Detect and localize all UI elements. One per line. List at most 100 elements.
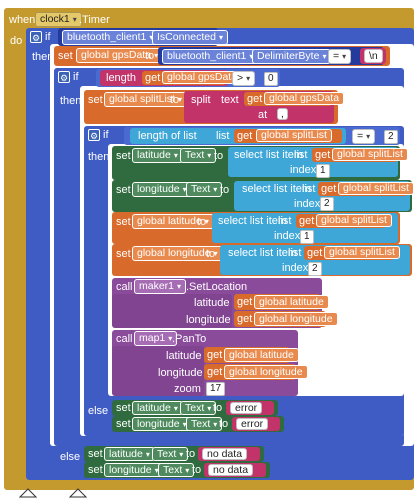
latitude-comp-label: latitude (137, 149, 171, 161)
eq-label: = (357, 130, 364, 142)
chevron-down-icon: ▾ (173, 404, 178, 413)
to-label-13: to (219, 418, 229, 430)
longitude-param-label-2: longitude (158, 367, 203, 379)
collapse-triangle-icon[interactable] (68, 488, 88, 498)
chevron-down-icon: ▾ (154, 466, 159, 475)
error-string-2[interactable]: error (236, 418, 269, 430)
equals-operator-dropdown[interactable]: = ▾ (328, 49, 352, 64)
gt-operator-dropdown[interactable]: > ▾ (232, 71, 256, 86)
gpsdata-get-dropdown[interactable]: global gpsData (162, 71, 243, 84)
gpsdata-var-dropdown[interactable]: global gpsData ▾ (76, 48, 164, 63)
list-label-4: list (278, 215, 292, 227)
longitude-comp-dropdown-3[interactable]: longitude ▾ (104, 463, 164, 477)
event-name: .Timer (79, 14, 110, 26)
gear-icon[interactable]: ⚙ (88, 129, 100, 141)
global-latitude-get-dropdown[interactable]: global latitude (254, 295, 329, 309)
collapse-triangle-icon[interactable] (18, 488, 38, 498)
set-label-7: set (116, 248, 131, 260)
list-label: list (216, 130, 230, 142)
splitlist-get-dropdown-3[interactable]: global splitList (338, 182, 414, 195)
if1-label: if (45, 31, 51, 43)
latitude-comp-dropdown-2[interactable]: latitude ▾ (132, 401, 183, 415)
equals-label: = (333, 50, 340, 62)
error-string[interactable]: error (230, 402, 263, 414)
set-label-12: set (116, 402, 131, 414)
latitude-comp-dropdown-3[interactable]: latitude ▾ (104, 447, 155, 461)
index-one-number[interactable]: 1 (316, 164, 330, 178)
splitlist-var-dropdown[interactable]: global splitList ▾ (104, 92, 187, 107)
index-two-number-2[interactable]: 2 (308, 262, 322, 276)
gpsdata-get-label-2: global gpsData (269, 92, 340, 104)
set-label-14: set (88, 448, 103, 460)
length-label: length (106, 72, 136, 84)
delimiterbyte-dropdown[interactable]: DelimiterByte ▾ (252, 49, 332, 64)
nodata-string[interactable]: no data (202, 448, 248, 460)
latitude-comp-dropdown[interactable]: latitude ▾ (132, 148, 183, 163)
gear-icon[interactable]: ⚙ (30, 31, 42, 43)
latitude-comp-label-3: latitude (109, 448, 143, 460)
splitlist-get-dropdown-4[interactable]: global splitList (316, 214, 392, 227)
select-label-3: select list item (218, 215, 288, 227)
to-label-4: to (214, 150, 224, 162)
chevron-down-icon: ▾ (72, 15, 77, 24)
gpsdata-get-dropdown-2[interactable]: global gpsData (264, 92, 345, 105)
newline-string-label: \n (369, 50, 378, 62)
index-label-4: index (282, 262, 309, 274)
comma-string[interactable]: , (277, 108, 288, 120)
chevron-down-icon: ▾ (207, 404, 212, 413)
global-longitude-get-label-2: global longitude (229, 366, 303, 378)
splitlist-get-dropdown-2[interactable]: global splitList (332, 148, 408, 161)
select-label-2: select list item (242, 183, 312, 195)
global-latitude-get-dropdown-2[interactable]: global latitude (224, 348, 299, 362)
text-prop-dropdown-2[interactable]: Text ▾ (186, 182, 223, 197)
splitlist-get-label-4: global splitList (321, 214, 387, 226)
splitlist-get-label-5: global splitList (329, 246, 395, 258)
index-one-number-2[interactable]: 1 (300, 230, 314, 244)
longitude-param-label: longitude (186, 314, 231, 326)
text-prop-dropdown-6[interactable]: Text ▾ (158, 463, 195, 477)
longitude-comp-label: longitude (137, 183, 180, 195)
two-number[interactable]: 2 (384, 130, 398, 144)
longitude-comp-dropdown[interactable]: longitude ▾ (132, 182, 192, 197)
map1-comp-dropdown[interactable]: map1 ▾ (134, 331, 178, 346)
index-two-label: 2 (324, 198, 330, 209)
chevron-down-icon: ▾ (168, 334, 173, 343)
set-label: set (58, 50, 73, 62)
gear-icon[interactable]: ⚙ (58, 71, 70, 83)
global-longitude-get-dropdown[interactable]: global longitude (254, 312, 338, 326)
nodata-string-2[interactable]: no data (208, 464, 254, 476)
eq-operator-dropdown[interactable]: = ▾ (352, 129, 376, 144)
set-label-2: set (88, 94, 103, 106)
zero-number[interactable]: 0 (264, 72, 278, 86)
get-label-8: get (237, 296, 253, 308)
longitude-comp-dropdown-2[interactable]: longitude ▾ (132, 417, 192, 431)
bluetooth-component-dropdown-2[interactable]: bluetooth_client1▾ (162, 49, 259, 64)
text-prop-dropdown-4[interactable]: Text ▾ (186, 417, 223, 431)
to-label-6: to (197, 216, 207, 228)
chevron-down-icon: ▾ (366, 132, 371, 141)
text-prop-dropdown-5[interactable]: Text ▾ (152, 447, 189, 461)
chevron-down-icon: ▾ (218, 33, 223, 42)
newline-string[interactable]: \n (364, 49, 383, 63)
splitlist-get-dropdown-5[interactable]: global splitList (324, 246, 400, 259)
text-prop-dropdown-3[interactable]: Text ▾ (180, 401, 217, 415)
isconnected-property-dropdown[interactable]: IsConnected ▾ (152, 30, 228, 45)
global-latitude-get-label: global latitude (259, 296, 324, 308)
global-longitude-get-dropdown-2[interactable]: global longitude (224, 365, 308, 379)
clock-component-dropdown[interactable]: clock1 ▾ (35, 12, 82, 27)
text-prop-dropdown[interactable]: Text ▾ (180, 148, 217, 163)
index-two-number[interactable]: 2 (320, 197, 334, 211)
list-label-5: list (288, 247, 302, 259)
maker1-comp-dropdown[interactable]: maker1 ▾ (134, 279, 187, 294)
text-prop-label: Text (185, 149, 205, 161)
splitlist-get-dropdown[interactable]: global splitList (256, 129, 332, 142)
if3-label: if (103, 129, 109, 141)
isconnected-label: IsConnected (157, 31, 216, 43)
bluetooth-component-dropdown[interactable]: bluetooth_client1▾ (62, 30, 159, 45)
comma-string-label: , (281, 108, 284, 120)
zoom-number[interactable]: 17 (206, 382, 226, 396)
text-prop-label-2: Text (191, 183, 211, 195)
global-longitude-var-dropdown[interactable]: global longitude ▾ (132, 246, 223, 261)
global-latitude-var-dropdown[interactable]: global latitude ▾ (132, 214, 214, 229)
split-label: split (191, 94, 211, 106)
